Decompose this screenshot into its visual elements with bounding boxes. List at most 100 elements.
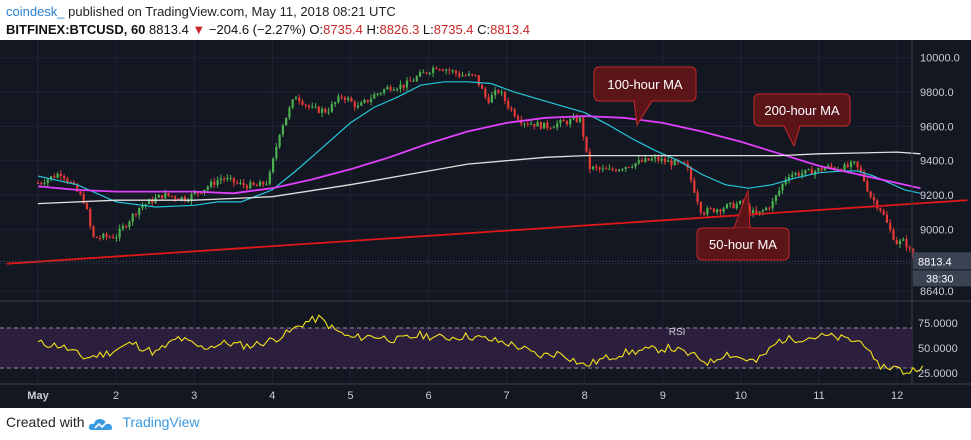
candle-body <box>125 226 128 228</box>
candle <box>853 160 856 166</box>
candle-body <box>369 98 373 102</box>
candle-body <box>751 210 755 214</box>
price-chart[interactable]: 8640.08800.09000.09200.09400.09600.09800… <box>0 40 971 408</box>
candle-body <box>288 107 291 118</box>
callout-joint <box>785 124 799 127</box>
candle <box>376 93 379 97</box>
candle <box>252 181 255 186</box>
candle <box>298 94 301 105</box>
candle <box>866 177 869 193</box>
candle-body <box>258 181 262 187</box>
candle-body <box>294 97 298 100</box>
candle-body <box>774 195 778 202</box>
callout: 100-hour MA <box>593 66 697 127</box>
candle <box>738 200 742 205</box>
candle <box>480 83 484 89</box>
brand-name[interactable]: coindesk_ <box>6 4 65 19</box>
candle-body <box>275 146 278 159</box>
candle <box>389 84 392 93</box>
candle <box>138 207 141 220</box>
candle <box>108 235 111 239</box>
candle <box>98 235 102 241</box>
candle-body <box>350 98 353 102</box>
candle-body <box>418 72 422 77</box>
time-tick-label: 4 <box>269 390 275 402</box>
callout-label: 200-hour MA <box>764 103 839 118</box>
candle-body <box>882 210 885 215</box>
candle-body <box>213 181 216 185</box>
candle <box>494 86 497 100</box>
candle-body <box>810 169 813 175</box>
candle <box>324 107 327 114</box>
candle-body <box>716 209 719 213</box>
candle-body <box>526 123 529 125</box>
candle-body <box>337 96 340 103</box>
candle-body <box>268 172 271 184</box>
price-tick-label: 10000.0 <box>920 53 960 65</box>
grid-lines <box>0 40 971 383</box>
candle <box>703 211 706 217</box>
candle-body <box>141 205 144 208</box>
candle-body <box>523 123 526 125</box>
candle-body <box>252 182 255 185</box>
candle <box>529 120 533 125</box>
candle-body <box>559 120 562 124</box>
candle-body <box>396 88 399 90</box>
close-label: C: <box>477 22 491 37</box>
candle <box>784 176 787 187</box>
candle <box>36 180 40 185</box>
candle-body <box>474 74 477 76</box>
candle <box>774 194 778 205</box>
high-label: H: <box>366 22 380 37</box>
candle-body <box>853 161 856 163</box>
candle <box>141 202 144 211</box>
low-label: L: <box>422 22 434 37</box>
candle <box>223 176 226 183</box>
candle <box>467 71 471 77</box>
candle-body <box>797 172 800 176</box>
candle-body <box>291 99 294 108</box>
candle-body <box>588 151 591 170</box>
candle-body <box>36 183 40 185</box>
candle-body <box>696 192 699 203</box>
symbol-line: BITFINEX:BTCUSD, 60 8813.4 ▼ −204.6 (−2.… <box>6 22 530 37</box>
last-price: 8813.4 <box>149 22 189 37</box>
candle-body <box>232 177 236 183</box>
candle-body <box>859 167 862 172</box>
candle <box>879 207 882 213</box>
candle <box>219 174 222 185</box>
candle-body <box>905 239 908 248</box>
time-tick-label: 9 <box>660 390 666 402</box>
candle-body <box>807 169 810 171</box>
candle-body <box>817 168 820 171</box>
candle <box>151 196 154 206</box>
candle <box>422 69 425 74</box>
candle-body <box>281 125 284 135</box>
candle <box>800 169 804 179</box>
candle <box>797 170 800 178</box>
candle-body <box>285 117 288 126</box>
candle <box>908 245 911 253</box>
candle <box>294 95 298 100</box>
candle-body <box>366 99 369 102</box>
tradingview-link[interactable]: TradingView <box>122 414 200 430</box>
candle-body <box>59 173 62 177</box>
candle <box>640 157 644 163</box>
candle-body <box>76 184 79 192</box>
candle-body <box>95 236 98 238</box>
candle-body <box>340 96 343 98</box>
time-axis: May 2 3 4 5 6 7 8 9 10 11 12 <box>0 383 971 402</box>
candle-body <box>226 177 229 180</box>
candle-body <box>82 194 85 204</box>
candle-body <box>872 197 875 201</box>
candle <box>350 96 353 102</box>
candle <box>595 164 598 172</box>
candle <box>500 89 503 97</box>
tradingview-cloud-icon <box>88 419 113 430</box>
candle-body <box>689 168 693 181</box>
candle <box>134 212 138 218</box>
candle <box>732 200 735 209</box>
candle <box>781 183 784 194</box>
candle <box>43 179 46 186</box>
candle-body <box>356 105 360 108</box>
